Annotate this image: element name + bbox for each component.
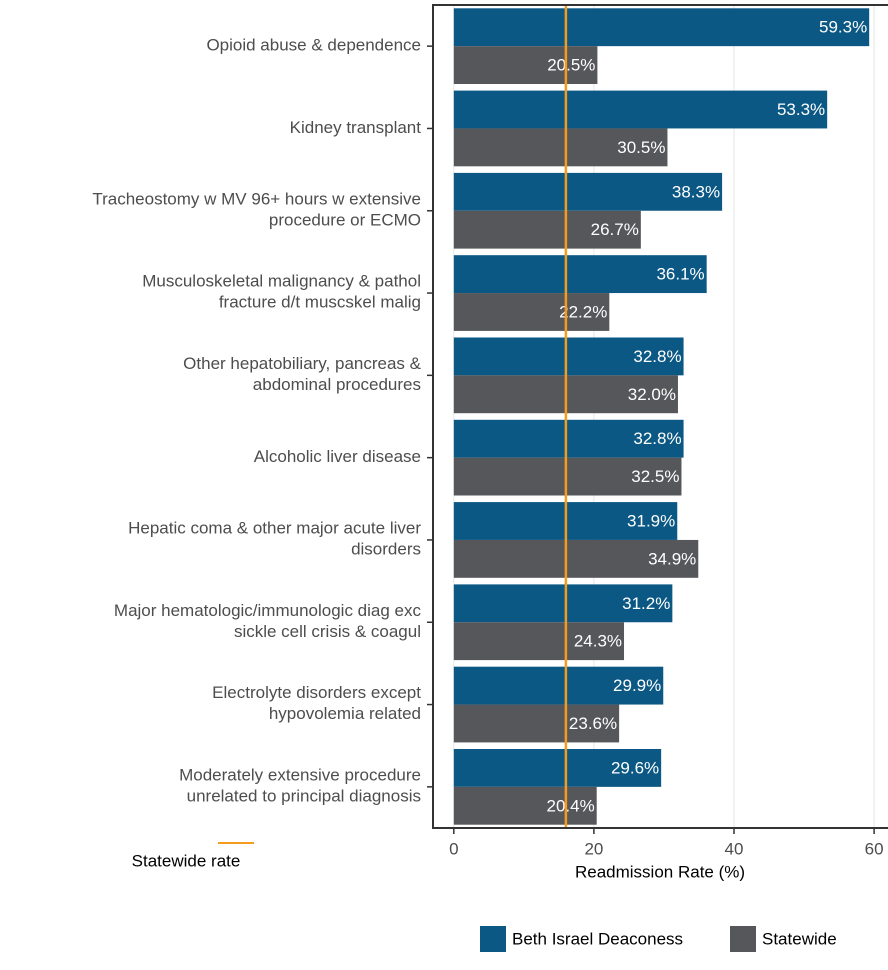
bar — [453, 172, 723, 211]
bar — [453, 748, 662, 787]
bar — [453, 457, 682, 496]
bar-value-label: 30.5% — [617, 138, 665, 157]
bar — [453, 704, 620, 743]
bar-value-label: 31.9% — [627, 512, 675, 531]
bar-value-label: 26.7% — [591, 220, 639, 239]
bar-value-label: 24.3% — [574, 632, 622, 651]
x-tick-label: 40 — [725, 839, 744, 858]
bar-value-label: 36.1% — [656, 265, 704, 284]
bar — [453, 255, 707, 294]
bar-value-label: 29.6% — [611, 758, 659, 777]
bar-value-label: 29.9% — [613, 676, 661, 695]
y-tick-label: Major hematologic/immunologic diag exc si… — [114, 601, 422, 641]
bar-value-label: 20.4% — [547, 796, 595, 815]
bar-value-label: 31.2% — [622, 594, 670, 613]
y-tick-label: Tracheostomy w MV 96+ hours w extensive p… — [92, 190, 421, 230]
legend-swatch — [480, 926, 506, 952]
bar-value-label: 38.3% — [672, 182, 720, 201]
y-tick-label: Opioid abuse & dependence — [206, 36, 421, 55]
bar — [453, 337, 684, 376]
bar — [453, 419, 684, 458]
bar — [453, 786, 597, 825]
bars-layer — [453, 5, 875, 828]
y-tick-label: Musculoskeletal malignancy & pathol fract… — [142, 272, 421, 312]
y-tick-label: Kidney transplant — [290, 118, 422, 137]
legend-label: Statewide — [762, 929, 837, 948]
bar-value-label: 32.5% — [631, 467, 679, 486]
x-axis-title: Readmission Rate (%) — [575, 862, 745, 881]
reference-legend-label: Statewide rate — [132, 851, 241, 870]
bar-value-label: 22.2% — [559, 302, 607, 321]
bar-value-label: 53.3% — [777, 100, 825, 119]
bar-value-label: 20.5% — [547, 56, 595, 75]
bar — [453, 90, 828, 129]
bar — [453, 128, 668, 167]
panel-border — [432, 4, 888, 829]
y-tick-label: Moderately extensive procedure unrelated … — [179, 766, 421, 806]
y-tick-label: Alcoholic liver disease — [254, 447, 421, 466]
bar — [453, 46, 598, 85]
y-tick-label: Electrolyte disorders except hypovolemia … — [212, 684, 421, 724]
bar-value-label: 32.8% — [633, 347, 681, 366]
x-tick-label: 60 — [865, 839, 884, 858]
bar-value-label: 23.6% — [569, 714, 617, 733]
bar-value-label: 32.0% — [628, 385, 676, 404]
legend-swatch — [730, 926, 756, 952]
x-tick-label: 20 — [584, 839, 603, 858]
bar — [453, 8, 870, 47]
bar — [453, 539, 699, 578]
bar — [453, 666, 664, 705]
y-tick-label: Other hepatobiliary, pancreas & abdominal… — [183, 354, 421, 394]
y-tick-label: Hepatic coma & other major acute liver di… — [128, 519, 421, 559]
x-tick-label: 0 — [449, 839, 458, 858]
bar-value-label: 34.9% — [648, 549, 696, 568]
bar-value-label: 59.3% — [819, 18, 867, 37]
legend-label: Beth Israel Deaconess — [512, 929, 683, 948]
bar-value-label: 32.8% — [633, 429, 681, 448]
bar — [453, 293, 610, 331]
bar — [453, 210, 641, 249]
bar — [453, 584, 673, 623]
bar — [453, 622, 625, 661]
